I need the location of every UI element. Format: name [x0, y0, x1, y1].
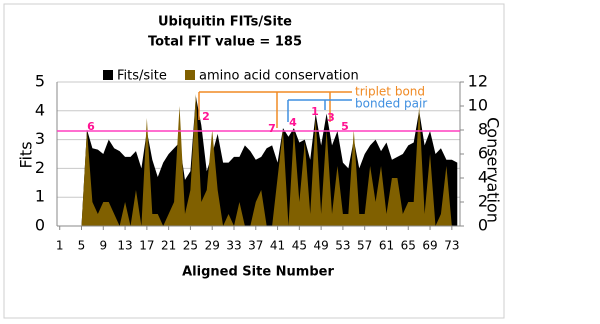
y2-tick-label: 12: [468, 72, 488, 91]
x-tick-label: 1: [56, 239, 64, 253]
y2-tick-label: 0: [478, 216, 488, 235]
annotation: 1: [311, 105, 319, 118]
x-tick-label: 37: [248, 239, 263, 253]
x-tick-label: 45: [292, 239, 307, 253]
y2-tick-label: 10: [468, 96, 488, 115]
y-tick-label: 3: [35, 129, 45, 148]
annotation: 4: [289, 116, 297, 129]
x-tick-label: 41: [270, 239, 285, 253]
x-tick-label: 21: [161, 239, 176, 253]
y-tick-label: 2: [35, 158, 45, 177]
legend-swatch: [103, 70, 113, 80]
x-tick-label: 5: [78, 239, 86, 253]
x-tick-label: 53: [335, 239, 350, 253]
x-tick-label: 65: [401, 239, 416, 253]
legend-swatch: [185, 70, 195, 80]
x-tick-label: 69: [422, 239, 437, 253]
annotation: 6: [87, 120, 95, 133]
y-tick-label: 4: [35, 100, 45, 119]
x-tick-label: 29: [205, 239, 220, 253]
y2-axis-label: Conservation: [484, 117, 503, 223]
y2-tick-label: 6: [478, 144, 488, 163]
legend-label: amino acid conservation: [199, 69, 359, 84]
x-tick-label: 49: [313, 239, 328, 253]
y-tick-label: 0: [35, 216, 45, 235]
annotation: 2: [202, 110, 210, 123]
y-tick-label: 1: [35, 187, 45, 206]
chart-subtitle: Total FIT value = 185: [148, 35, 302, 50]
x-tick-label: 33: [226, 239, 241, 253]
bracket-label: bonded pair: [355, 97, 427, 111]
y-axis-label: Fits: [17, 141, 36, 168]
x-axis-label: Aligned Site Number: [182, 265, 334, 280]
area: [59, 94, 458, 226]
x-tick-label: 25: [183, 239, 198, 253]
y2-tick-label: 2: [478, 192, 488, 211]
annotation: 5: [341, 120, 349, 133]
x-tick-label: 9: [99, 239, 107, 253]
y2-tick-label: 8: [478, 120, 488, 139]
x-tick-label: 73: [444, 239, 459, 253]
chart-title: Ubiquitin FITs/Site: [158, 15, 292, 30]
annotation: 7: [268, 122, 276, 135]
legend-label: Fits/site: [117, 69, 167, 84]
chart-border: [3, 3, 505, 319]
bracket-label: triplet bond: [355, 85, 425, 99]
y2-tick-label: 4: [478, 168, 488, 187]
x-tick-label: 57: [357, 239, 372, 253]
y-tick-label: 5: [35, 72, 45, 91]
x-tick-label: 17: [139, 239, 154, 253]
x-tick-label: 61: [379, 239, 394, 253]
annotation: 3: [327, 111, 335, 124]
x-tick-label: 13: [117, 239, 132, 253]
